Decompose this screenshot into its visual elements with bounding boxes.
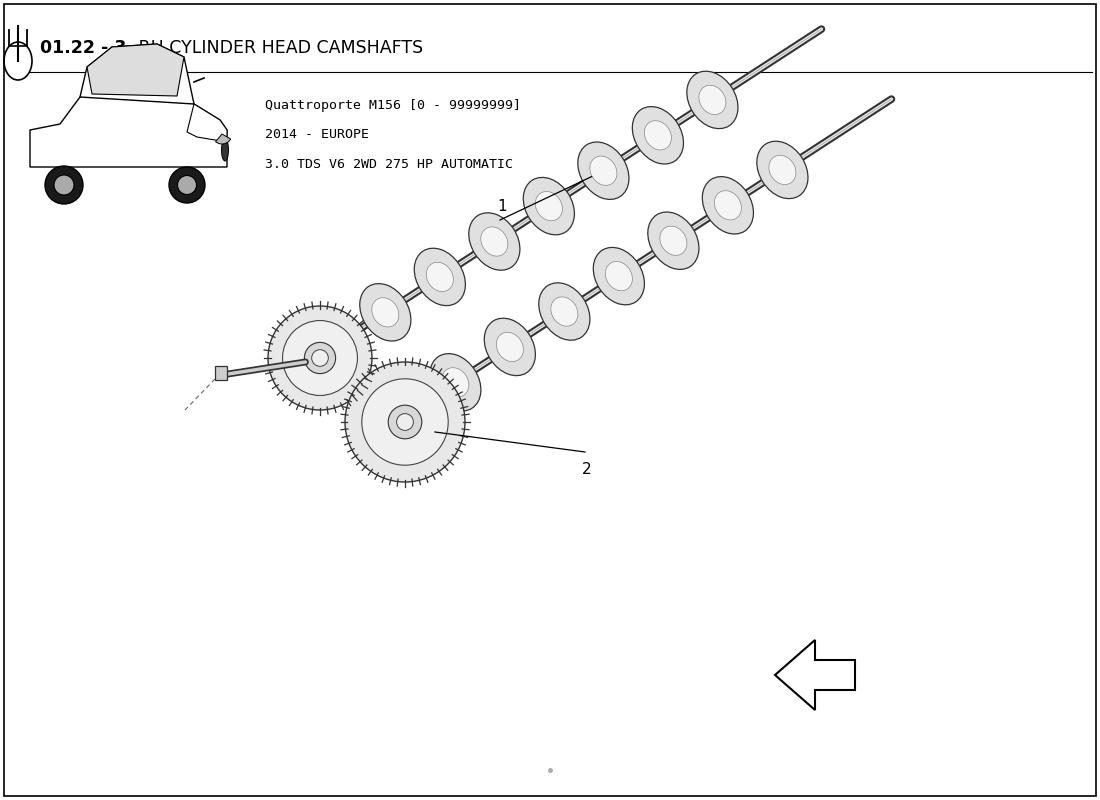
Ellipse shape xyxy=(427,262,453,291)
FancyBboxPatch shape xyxy=(214,366,227,379)
Ellipse shape xyxy=(524,178,574,235)
Ellipse shape xyxy=(686,71,738,129)
Wedge shape xyxy=(216,134,231,144)
Circle shape xyxy=(388,405,421,438)
Circle shape xyxy=(305,342,336,374)
Ellipse shape xyxy=(605,262,632,290)
Polygon shape xyxy=(80,44,194,104)
Ellipse shape xyxy=(590,156,617,186)
Ellipse shape xyxy=(469,213,520,270)
Ellipse shape xyxy=(698,86,726,114)
Ellipse shape xyxy=(481,227,508,256)
Circle shape xyxy=(283,321,358,395)
Text: 2: 2 xyxy=(582,462,592,477)
Ellipse shape xyxy=(4,42,32,80)
Circle shape xyxy=(311,350,328,366)
Ellipse shape xyxy=(769,155,796,185)
Ellipse shape xyxy=(360,284,411,341)
Ellipse shape xyxy=(660,226,686,255)
Circle shape xyxy=(362,379,448,465)
Ellipse shape xyxy=(169,167,205,203)
Text: 2014 - EUROPE: 2014 - EUROPE xyxy=(265,129,368,142)
Ellipse shape xyxy=(648,212,698,270)
Ellipse shape xyxy=(536,191,562,221)
Ellipse shape xyxy=(415,248,465,306)
Ellipse shape xyxy=(484,318,536,376)
Circle shape xyxy=(397,414,414,430)
Ellipse shape xyxy=(539,283,590,340)
Ellipse shape xyxy=(578,142,629,199)
Ellipse shape xyxy=(702,177,754,234)
Ellipse shape xyxy=(757,142,808,198)
Circle shape xyxy=(268,306,372,410)
Ellipse shape xyxy=(496,332,524,362)
Text: 3.0 TDS V6 2WD 275 HP AUTOMATIC: 3.0 TDS V6 2WD 275 HP AUTOMATIC xyxy=(265,158,513,171)
Text: 01.22 - 3: 01.22 - 3 xyxy=(40,39,127,57)
Polygon shape xyxy=(30,84,227,167)
Ellipse shape xyxy=(430,354,481,411)
Polygon shape xyxy=(87,44,184,96)
Ellipse shape xyxy=(645,121,671,150)
Circle shape xyxy=(345,362,465,482)
Ellipse shape xyxy=(551,297,578,326)
Ellipse shape xyxy=(54,175,74,195)
Ellipse shape xyxy=(632,106,683,164)
Ellipse shape xyxy=(45,166,82,204)
Ellipse shape xyxy=(442,368,469,397)
Text: RH CYLINDER HEAD CAMSHAFTS: RH CYLINDER HEAD CAMSHAFTS xyxy=(133,39,424,57)
Text: 1: 1 xyxy=(497,199,507,214)
Ellipse shape xyxy=(372,298,399,327)
Ellipse shape xyxy=(221,139,229,161)
Polygon shape xyxy=(187,104,227,142)
Polygon shape xyxy=(776,640,855,710)
Ellipse shape xyxy=(177,175,197,194)
Text: Quattroporte M156 [0 - 99999999]: Quattroporte M156 [0 - 99999999] xyxy=(265,98,521,111)
Ellipse shape xyxy=(714,190,741,220)
Ellipse shape xyxy=(593,247,645,305)
